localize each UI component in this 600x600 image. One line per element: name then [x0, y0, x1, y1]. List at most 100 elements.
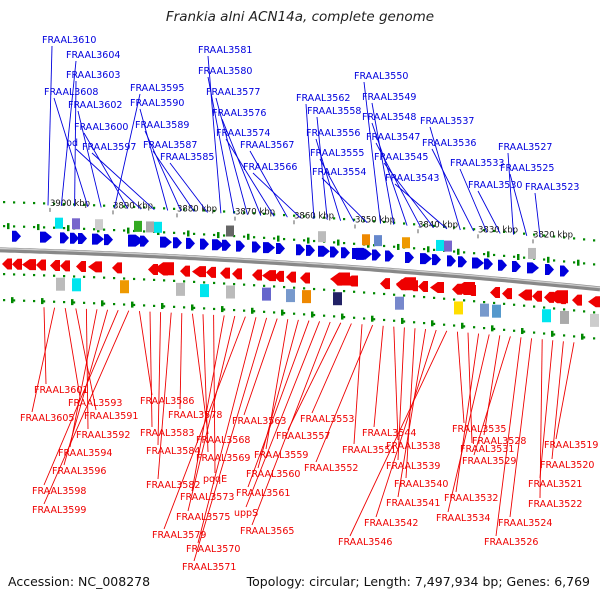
bottom-gene-label: FRAAL3563 — [232, 416, 286, 427]
forward-gene-arrow — [252, 241, 261, 253]
ring-dot — [223, 308, 226, 311]
ring-dot — [253, 310, 256, 313]
top-gene-leader — [139, 108, 169, 211]
bottom-gene-leader — [405, 328, 416, 479]
ring-dot — [143, 278, 146, 281]
ring-tick — [551, 330, 554, 337]
scale-label: 3890 kbp — [113, 201, 153, 211]
ring-dot — [33, 273, 36, 277]
bottom-gene-label: FRAAL3569 — [196, 453, 250, 464]
ring-dot — [543, 332, 546, 335]
bottom-gene-leader — [551, 341, 564, 460]
bottom-gene-label: FRAAL3582 — [146, 480, 200, 491]
reverse-gene-arrow — [588, 296, 600, 308]
top-gene-label: FRAAL3610 — [42, 35, 96, 46]
bottom-gene-label: FRAAL3583 — [140, 428, 194, 439]
feature-box — [333, 292, 342, 306]
top-gene-label: FRAAL3562 — [296, 93, 350, 104]
bottom-gene-label: FRAAL3540 — [394, 479, 448, 490]
ring-tick — [491, 325, 494, 332]
ring-dot — [33, 201, 36, 205]
reverse-gene-arrow — [380, 278, 390, 290]
ring-dot — [123, 303, 126, 306]
ring-dot — [113, 228, 116, 232]
reverse-gene-arrow — [220, 267, 230, 279]
top-gene-leader — [53, 97, 89, 208]
ring-dot — [73, 301, 76, 304]
top-gene-label: FRAAL3576 — [212, 108, 266, 119]
ring-dot — [573, 309, 576, 312]
ring-tick — [251, 307, 254, 314]
ring-dot — [563, 260, 566, 263]
feature-box — [95, 219, 103, 231]
ring-dot — [483, 252, 486, 256]
ring-dot — [593, 239, 596, 242]
bottom-gene-leader — [149, 311, 153, 428]
reverse-gene-arrow — [36, 259, 46, 271]
forward-gene-arrow — [318, 245, 330, 257]
ring-tick — [281, 309, 284, 316]
ring-tick — [431, 320, 434, 327]
ring-dot — [263, 236, 266, 239]
bottom-gene-label: FRAAL3552 — [304, 463, 358, 474]
ring-dot — [283, 237, 286, 241]
ring-tick — [247, 233, 250, 240]
top-gene-label: FRAAL3595 — [130, 83, 184, 94]
ring-dot — [203, 209, 206, 212]
ring-tick — [307, 237, 310, 244]
feature-box — [72, 278, 81, 292]
ring-dot — [223, 282, 226, 285]
bottom-gene-label: uppS — [234, 508, 258, 519]
top-gene-label: FRAAL3536 — [422, 138, 476, 149]
ring-dot — [563, 334, 566, 337]
ring-dot — [333, 289, 336, 292]
top-gene-leader — [152, 150, 195, 213]
reverse-gene-arrow — [206, 266, 216, 278]
ring-dot — [193, 232, 196, 235]
bottom-gene-leader — [187, 315, 236, 512]
ring-dot — [393, 293, 396, 296]
ring-dot — [463, 227, 466, 230]
ring-tick — [521, 328, 524, 335]
forward-gene-arrow — [186, 237, 195, 249]
bottom-gene-leader — [287, 322, 342, 431]
bottom-gene-label: FRAAL3531 — [460, 444, 514, 455]
bottom-gene-label: FRAAL3559 — [254, 450, 308, 461]
bottom-gene-label: FRAAL3553 — [300, 414, 354, 425]
ring-dot — [423, 223, 426, 227]
ring-dot — [583, 262, 586, 265]
bottom-gene-label: FRAAL3546 — [338, 537, 392, 548]
ring-dot — [3, 299, 6, 302]
feature-box — [436, 239, 444, 251]
forward-gene-arrow — [92, 233, 104, 245]
top-gene-leader — [47, 45, 53, 206]
ring-tick — [397, 243, 400, 250]
top-gene-leader — [169, 162, 208, 213]
forward-gene-arrow — [372, 249, 381, 261]
ring-dot — [553, 307, 556, 310]
ring-dot — [103, 302, 106, 305]
top-gene-label: FRAAL3585 — [160, 152, 214, 163]
bottom-gene-label: FRAAL3541 — [386, 498, 440, 509]
feature-box — [480, 303, 489, 317]
top-gene-leader — [207, 55, 222, 214]
forward-gene-arrow — [498, 259, 507, 271]
ring-tick — [487, 251, 490, 258]
ring-dot — [413, 295, 416, 298]
bottom-gene-leader — [539, 340, 554, 479]
reverse-gene-arrow — [148, 264, 158, 276]
forward-gene-arrow — [78, 233, 87, 245]
top-gene-leader — [429, 126, 461, 231]
feature-box — [395, 296, 404, 310]
forward-gene-arrow — [276, 242, 285, 254]
ring-dot — [573, 261, 576, 264]
reverse-gene-arrow — [192, 266, 206, 278]
top-gene-label: FRAAL3603 — [66, 70, 120, 81]
ring-dot — [273, 237, 276, 240]
ring-dot — [403, 222, 406, 225]
forward-gene-arrow — [472, 257, 484, 269]
top-gene-leader — [215, 97, 248, 215]
ring-dot — [453, 324, 456, 327]
top-gene-label: FRAAL3566 — [243, 162, 297, 173]
ring-tick — [547, 256, 550, 263]
